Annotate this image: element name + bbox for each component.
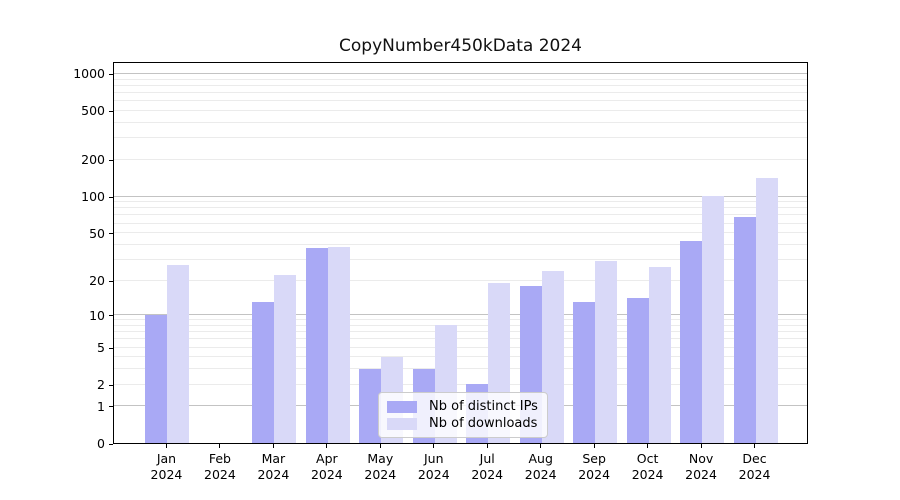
gridline-minor bbox=[114, 258, 807, 260]
x-tick-label: Feb 2024 bbox=[204, 451, 236, 482]
gridline-500 bbox=[114, 109, 807, 111]
x-tick-mark bbox=[165, 444, 167, 448]
gridline-minor bbox=[114, 324, 807, 326]
bar-ips-jan bbox=[145, 314, 168, 443]
x-tick-label: Oct 2024 bbox=[631, 451, 664, 482]
gridline-200 bbox=[114, 158, 807, 160]
y-tick-label: 0 bbox=[97, 436, 105, 451]
gridline-minor bbox=[114, 207, 807, 209]
legend: Nb of distinct IPs Nb of downloads bbox=[378, 392, 548, 438]
y-tick-mark bbox=[109, 443, 113, 445]
x-tick-mark bbox=[433, 444, 435, 448]
x-tick-label: Sep 2024 bbox=[578, 451, 611, 482]
x-tick-label: May 2024 bbox=[364, 451, 397, 482]
bar-ips-may bbox=[359, 368, 382, 443]
gridline-minor bbox=[114, 222, 807, 224]
bar-ips-apr bbox=[305, 248, 328, 443]
bar-downloads-sep bbox=[595, 261, 618, 443]
legend-row: Nb of downloads bbox=[387, 415, 539, 432]
x-tick-mark bbox=[272, 444, 274, 448]
gridline-minor bbox=[114, 368, 807, 370]
gridline-minor bbox=[114, 84, 807, 86]
chart-title: CopyNumber450kData 2024 bbox=[339, 36, 582, 56]
bar-ips-mar bbox=[252, 301, 275, 443]
y-tick-label: 50 bbox=[89, 225, 105, 241]
bar-downloads-oct bbox=[648, 266, 671, 443]
gridline-minor bbox=[114, 319, 807, 321]
x-tick-mark bbox=[700, 444, 702, 448]
gridline-minor bbox=[114, 137, 807, 139]
gridline-minor bbox=[114, 243, 807, 245]
x-tick-mark bbox=[540, 444, 542, 448]
legend-label: Nb of downloads bbox=[429, 416, 538, 431]
y-tick-mark bbox=[109, 347, 113, 349]
gridline-10 bbox=[114, 314, 807, 316]
plot-area bbox=[113, 62, 808, 444]
y-tick-mark bbox=[109, 110, 113, 112]
x-tick-label: Aug 2024 bbox=[524, 451, 557, 482]
bar-downloads-jan bbox=[167, 264, 190, 443]
x-tick-label: Dec 2024 bbox=[738, 451, 771, 482]
gridline-50 bbox=[114, 232, 807, 234]
gridline-minor bbox=[114, 331, 807, 333]
bar-downloads-dec bbox=[755, 178, 778, 443]
legend-swatch-downloads bbox=[387, 417, 417, 430]
y-tick-mark bbox=[109, 159, 113, 161]
y-tick-label: 200 bbox=[81, 152, 105, 168]
y-tick-mark bbox=[109, 406, 113, 408]
gridline-minor bbox=[114, 78, 807, 80]
y-tick-label: 20 bbox=[89, 273, 105, 289]
y-tick-label: 1 bbox=[97, 398, 105, 414]
y-tick-mark bbox=[109, 233, 113, 235]
bar-ips-oct bbox=[626, 298, 649, 443]
bar-downloads-nov bbox=[702, 196, 725, 443]
bar-downloads-apr bbox=[327, 247, 350, 443]
y-tick-mark bbox=[109, 73, 113, 75]
bar-ips-dec bbox=[733, 216, 756, 443]
gridline-minor bbox=[114, 214, 807, 216]
y-tick-label: 1000 bbox=[73, 66, 105, 82]
gridline-minor bbox=[114, 100, 807, 102]
y-tick-label: 10 bbox=[89, 307, 105, 323]
bar-downloads-mar bbox=[274, 275, 297, 443]
x-tick-mark bbox=[754, 444, 756, 448]
x-tick-label: Mar 2024 bbox=[257, 451, 290, 482]
gridline-20 bbox=[114, 279, 807, 281]
gridline-minor bbox=[114, 91, 807, 93]
y-tick-label: 100 bbox=[81, 189, 105, 205]
y-tick-mark bbox=[109, 196, 113, 198]
x-tick-label: Nov 2024 bbox=[685, 451, 717, 482]
bar-ips-nov bbox=[680, 240, 703, 443]
gridline-100 bbox=[114, 195, 807, 197]
legend-label: Nb of distinct IPs bbox=[429, 399, 538, 414]
legend-row: Nb of distinct IPs bbox=[387, 398, 539, 415]
x-tick-mark bbox=[647, 444, 649, 448]
x-tick-label: Jan 2024 bbox=[150, 451, 183, 482]
y-tick-label: 5 bbox=[97, 340, 105, 356]
x-tick-label: Apr 2024 bbox=[310, 451, 343, 482]
x-tick-mark bbox=[486, 444, 488, 448]
legend-swatch-ips bbox=[387, 400, 417, 413]
y-tick-mark bbox=[109, 384, 113, 386]
x-tick-mark bbox=[379, 444, 381, 448]
gridline-5 bbox=[114, 346, 807, 348]
y-tick-label: 2 bbox=[97, 377, 105, 393]
gridline-2 bbox=[114, 383, 807, 385]
y-tick-mark bbox=[109, 280, 113, 282]
gridline-1000 bbox=[114, 72, 807, 74]
x-tick-label: Jun 2024 bbox=[417, 451, 450, 482]
x-tick-mark bbox=[326, 444, 328, 448]
gridline-minor bbox=[114, 201, 807, 203]
y-tick-label: 500 bbox=[81, 103, 105, 119]
x-tick-label: Jul 2024 bbox=[471, 451, 504, 482]
gridline-minor bbox=[114, 338, 807, 340]
y-tick-mark bbox=[109, 315, 113, 317]
gridline-minor bbox=[114, 356, 807, 358]
x-tick-mark bbox=[219, 444, 221, 448]
gridline-minor bbox=[114, 121, 807, 123]
bar-ips-sep bbox=[573, 301, 596, 443]
x-tick-mark bbox=[593, 444, 595, 448]
